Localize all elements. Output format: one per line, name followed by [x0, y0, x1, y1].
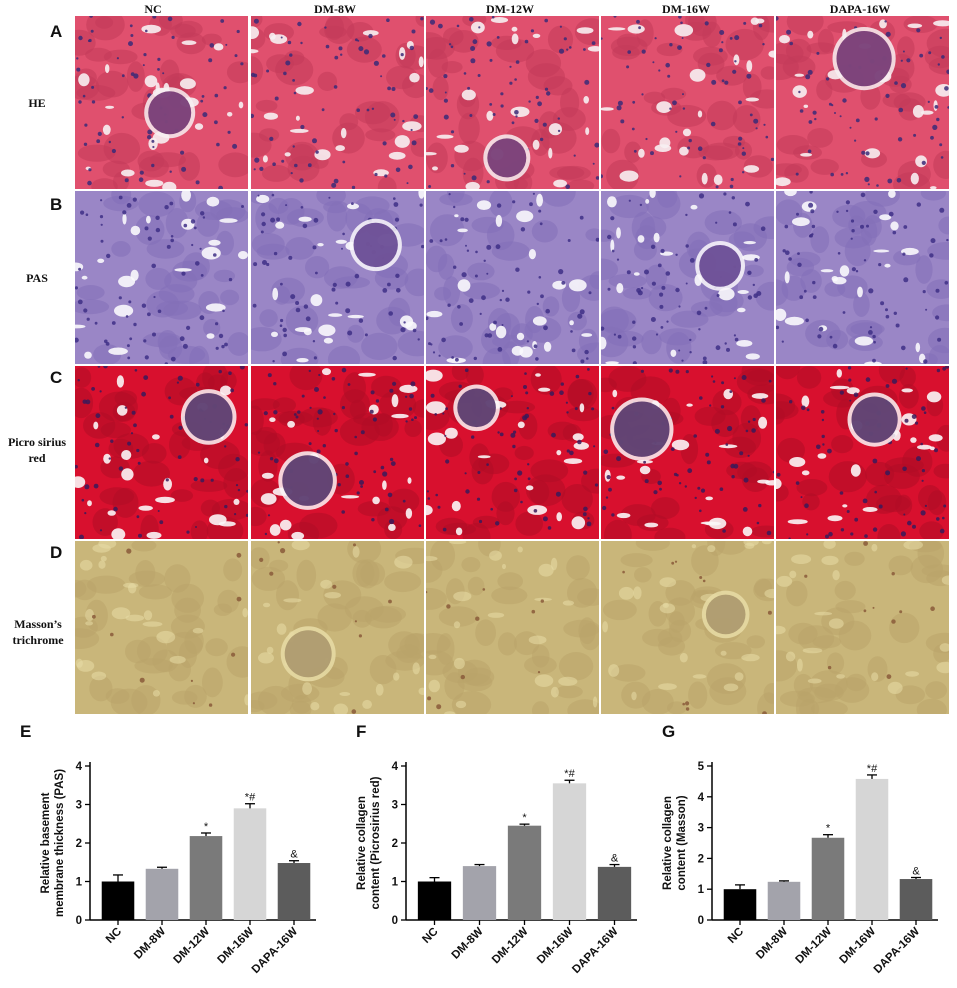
chart-f-xtick-label-3: DM-16W [535, 926, 576, 967]
micrograph-masson-2 [251, 541, 424, 714]
chart-f-xtick-label-0: NC [420, 926, 440, 946]
chart-f-bar-4 [597, 866, 632, 920]
column-label-dm-8w: DM-8W [314, 2, 356, 16]
chart-f-annotation-2: * [522, 812, 527, 824]
row-label-picro: Picro sirius red [7, 435, 67, 465]
micrograph-picro-1 [75, 366, 248, 539]
micrograph-masson-3 [426, 541, 599, 714]
micrograph-masson-5 [776, 541, 949, 714]
panel-letter-e: E [20, 722, 32, 741]
micrograph-masson-1 [75, 541, 248, 714]
row-label-he: HE [28, 96, 46, 110]
chart-g-ytick-label-2: 2 [698, 853, 704, 865]
micrograph-he-3 [426, 16, 599, 189]
chart-f-annotation-4: & [611, 853, 619, 865]
micrograph-pas-4 [601, 191, 774, 364]
chart-g-xtick-label-0: NC [726, 926, 746, 946]
panel-letter-g: G [662, 722, 676, 741]
chart-f-ytick-label-4: 4 [392, 761, 399, 773]
chart-g-xtick-label-4: DAPA-16W [872, 926, 922, 976]
chart-f: Relative collagen content (Picrosirius re… [356, 761, 637, 976]
chart-e-bar-4 [277, 863, 311, 920]
chart-g-ytick-label-4: 4 [698, 792, 705, 804]
chart-g-xtick-label-1: DM-8W [754, 926, 790, 962]
chart-f-bar-2 [507, 825, 542, 920]
chart-e-bar-3 [233, 808, 267, 920]
row-label-pas: PAS [26, 271, 48, 285]
micrograph-pas-2 [251, 191, 424, 364]
chart-g-annotation-4: & [912, 865, 920, 877]
chart-f-xtick-label-4: DAPA-16W [570, 926, 620, 976]
row-label-masson: Masson’s trichrome [12, 617, 64, 647]
chart-f-xtick-label-2: DM-12W [490, 926, 531, 967]
chart-g-ytick-label-3: 3 [698, 823, 704, 835]
micrograph-pas-5 [776, 191, 949, 364]
chart-e-ytick-label-2: 2 [76, 838, 82, 850]
chart-e-annotation-2: * [204, 821, 209, 833]
chart-e-ylabel: Relative basement membrane thickness (PAS… [40, 769, 66, 917]
chart-f-bar-1 [462, 866, 497, 920]
panel-letter-a: A [50, 22, 63, 41]
chart-g-annotation-2: * [826, 823, 831, 835]
chart-e: Relative basement membrane thickness (PAS… [40, 761, 316, 976]
micrograph-pas-3 [426, 191, 599, 364]
chart-f-ytick-label-0: 0 [392, 915, 398, 927]
chart-e-ytick-label-1: 1 [76, 877, 83, 889]
column-label-dm-12w: DM-12W [486, 2, 534, 16]
chart-e-xtick-label-2: DM-12W [172, 926, 213, 967]
micrograph-he-4 [601, 16, 774, 189]
chart-f-ylabel: Relative collagen content (Picrosirius re… [356, 776, 382, 909]
chart-g-bar-2 [811, 837, 845, 920]
chart-g-ytick-label-1: 1 [698, 884, 705, 896]
chart-g: Relative collagen content (Masson) 0 1 2 3 4 5 N… [662, 761, 938, 976]
chart-f-ytick-label-3: 3 [392, 800, 398, 812]
chart-g-xtick-label-2: DM-12W [794, 926, 835, 967]
chart-e-xtick-label-1: DM-8W [132, 926, 168, 962]
chart-e-bar-2 [189, 836, 223, 920]
chart-f-bar-3 [552, 783, 587, 920]
chart-g-bar-0 [723, 889, 757, 920]
micrograph-he-2 [251, 16, 424, 189]
chart-g-xtick-label-3: DM-16W [838, 926, 879, 967]
chart-e-ytick-label-0: 0 [76, 915, 82, 927]
chart-e-ytick-label-4: 4 [76, 761, 83, 773]
chart-g-bar-1 [767, 881, 801, 920]
micrograph-picro-3 [426, 366, 599, 539]
chart-g-ylabel: Relative collagen content (Masson) [662, 795, 688, 890]
micrograph-masson-4 [601, 541, 774, 714]
chart-e-annotation-4: & [290, 849, 298, 861]
chart-g-bar-4 [899, 879, 933, 920]
chart-e-ytick-label-3: 3 [76, 800, 82, 812]
chart-e-xtick-label-3: DM-16W [216, 926, 257, 967]
micrograph-picro-2 [251, 366, 424, 539]
chart-f-bar-0 [417, 881, 452, 920]
micrograph-picro-5 [776, 366, 949, 539]
micrograph-he-1 [75, 16, 248, 189]
chart-f-ytick-label-1: 1 [392, 877, 399, 889]
chart-e-bar-0 [101, 881, 135, 920]
panel-letter-d: D [50, 543, 63, 562]
panel-letter-f: F [356, 722, 367, 741]
micrograph-pas-1 [75, 191, 248, 364]
column-label-dm-16w: DM-16W [662, 2, 710, 16]
chart-g-bar-3 [855, 778, 889, 920]
column-label-dapa-16w: DAPA-16W [829, 2, 891, 16]
column-label-nc: NC [144, 2, 162, 16]
chart-e-bar-1 [145, 868, 179, 920]
chart-f-ytick-label-2: 2 [392, 838, 398, 850]
chart-f-xtick-label-1: DM-8W [450, 926, 486, 962]
panel-letter-c: C [50, 368, 63, 387]
chart-e-annotation-3: *# [245, 792, 256, 804]
panel-letter-b: B [50, 195, 63, 214]
micrograph-picro-4 [601, 366, 774, 539]
micrograph-he-5 [776, 16, 949, 189]
chart-e-xtick-label-4: DAPA-16W [250, 926, 300, 976]
chart-g-annotation-3: *# [867, 763, 878, 775]
chart-g-ytick-label-5: 5 [698, 761, 705, 773]
chart-e-xtick-label-0: NC [104, 926, 124, 946]
chart-g-ytick-label-0: 0 [698, 915, 704, 927]
chart-f-annotation-3: *# [564, 768, 575, 780]
